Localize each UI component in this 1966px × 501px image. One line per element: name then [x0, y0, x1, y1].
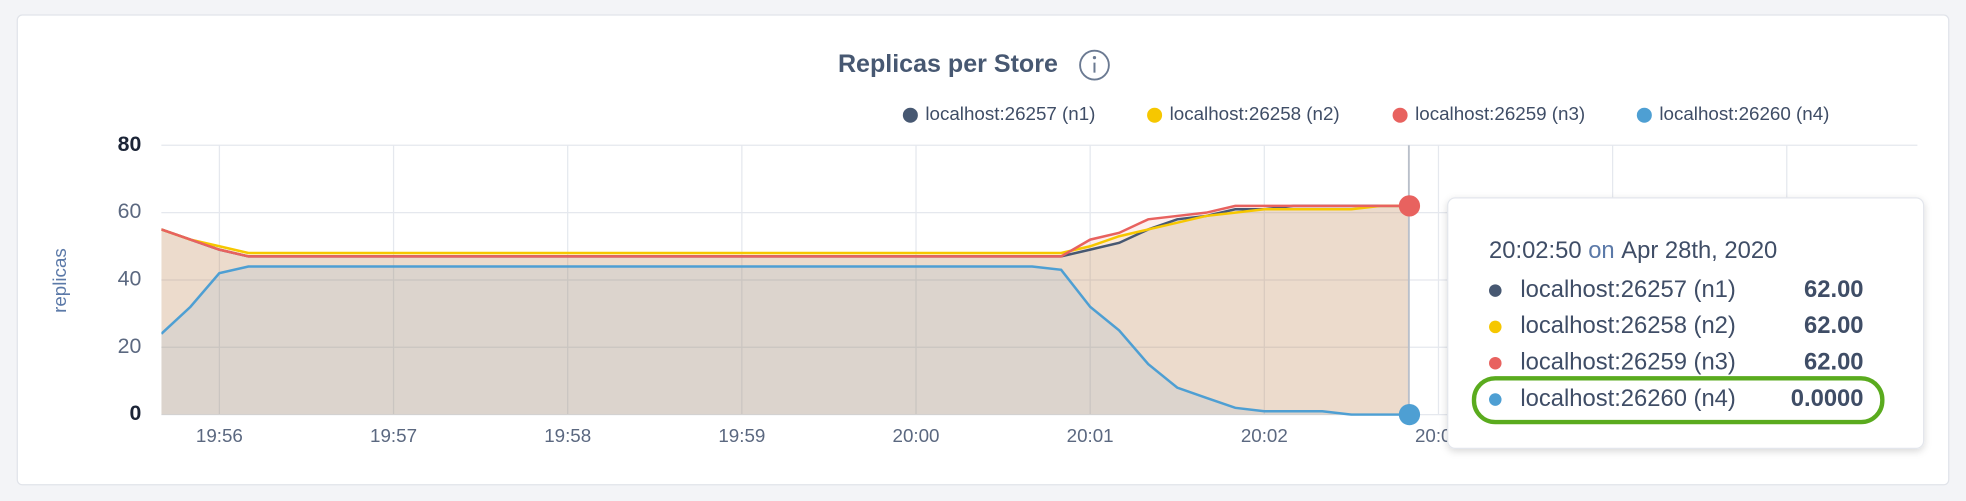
legend-swatch — [1147, 107, 1163, 123]
legend-item: localhost:26258 (n2) — [1147, 103, 1340, 124]
tooltip-swatch — [1489, 393, 1502, 406]
legend-item: localhost:26260 (n4) — [1636, 103, 1829, 124]
x-tick-label: 20:02 — [1241, 425, 1288, 446]
tooltip-swatch — [1489, 356, 1502, 370]
legend-item: localhost:26257 (n1) — [902, 103, 1095, 124]
tooltip-time: 20:02:50 — [1489, 237, 1582, 264]
tooltip-value: 62.00 — [1804, 276, 1864, 303]
hover-point — [1398, 195, 1421, 217]
y-tick-label: 60 — [118, 199, 142, 223]
y-tick-label: 80 — [118, 132, 142, 156]
series-line — [161, 204, 1410, 255]
tooltip-highlight — [1471, 376, 1885, 425]
legend-label: localhost:26259 (n3) — [1415, 103, 1585, 124]
tooltip-value: 62.00 — [1804, 349, 1864, 376]
legend-label: localhost:26257 (n1) — [925, 103, 1095, 124]
tooltip-swatch — [1489, 284, 1502, 297]
x-tick-label: 19:58 — [544, 425, 591, 446]
legend-label: localhost:26258 (n2) — [1170, 103, 1340, 124]
tooltip: 20:02:50 on Apr 28th, 2020 localhost:262… — [1447, 197, 1925, 450]
series-area — [161, 205, 1410, 415]
tooltip-value: 62.00 — [1804, 312, 1864, 339]
tooltip-date: Apr 28th, 2020 — [1621, 237, 1777, 264]
tooltip-box — [1447, 197, 1925, 450]
series-line — [161, 204, 1410, 258]
chart-title: Replicas per Store — [838, 50, 1058, 78]
series-line — [161, 265, 1410, 416]
x-tick-label: 19:56 — [196, 425, 243, 446]
legend-swatch — [1636, 107, 1652, 123]
x-tick-label: 20:01 — [1067, 425, 1114, 446]
tooltip-swatch — [1489, 320, 1502, 334]
y-tick-label: 20 — [118, 334, 142, 358]
tooltip-value: 0.0000 — [1791, 385, 1864, 412]
legend-item: localhost:26259 (n3) — [1392, 103, 1585, 124]
tooltip-series: localhost:26260 (n4) — [1520, 385, 1736, 412]
y-axis-label: replicas — [49, 248, 70, 313]
tooltip-series: localhost:26257 (n1) — [1520, 276, 1736, 303]
legend-swatch — [902, 107, 918, 123]
tooltip-joiner: on — [1588, 237, 1614, 264]
hover-point — [1398, 403, 1421, 426]
series-area — [161, 266, 1410, 415]
x-tick-label: 19:57 — [370, 425, 417, 446]
x-tick-label: 20:00 — [893, 425, 940, 446]
tooltip-header: 20:02:50 on Apr 28th, 2020 — [1489, 237, 1777, 264]
legend-swatch — [1392, 107, 1408, 123]
y-tick-label: 0 — [129, 401, 141, 425]
series-area — [161, 205, 1410, 415]
legend-label: localhost:26260 (n4) — [1659, 103, 1829, 124]
y-tick-label: 40 — [118, 267, 142, 291]
tooltip-series: localhost:26259 (n3) — [1520, 349, 1736, 376]
tooltip-series: localhost:26258 (n2) — [1520, 312, 1736, 339]
x-tick-label: 19:59 — [718, 425, 765, 446]
series-area — [161, 205, 1410, 415]
info-icon[interactable] — [1079, 49, 1110, 81]
